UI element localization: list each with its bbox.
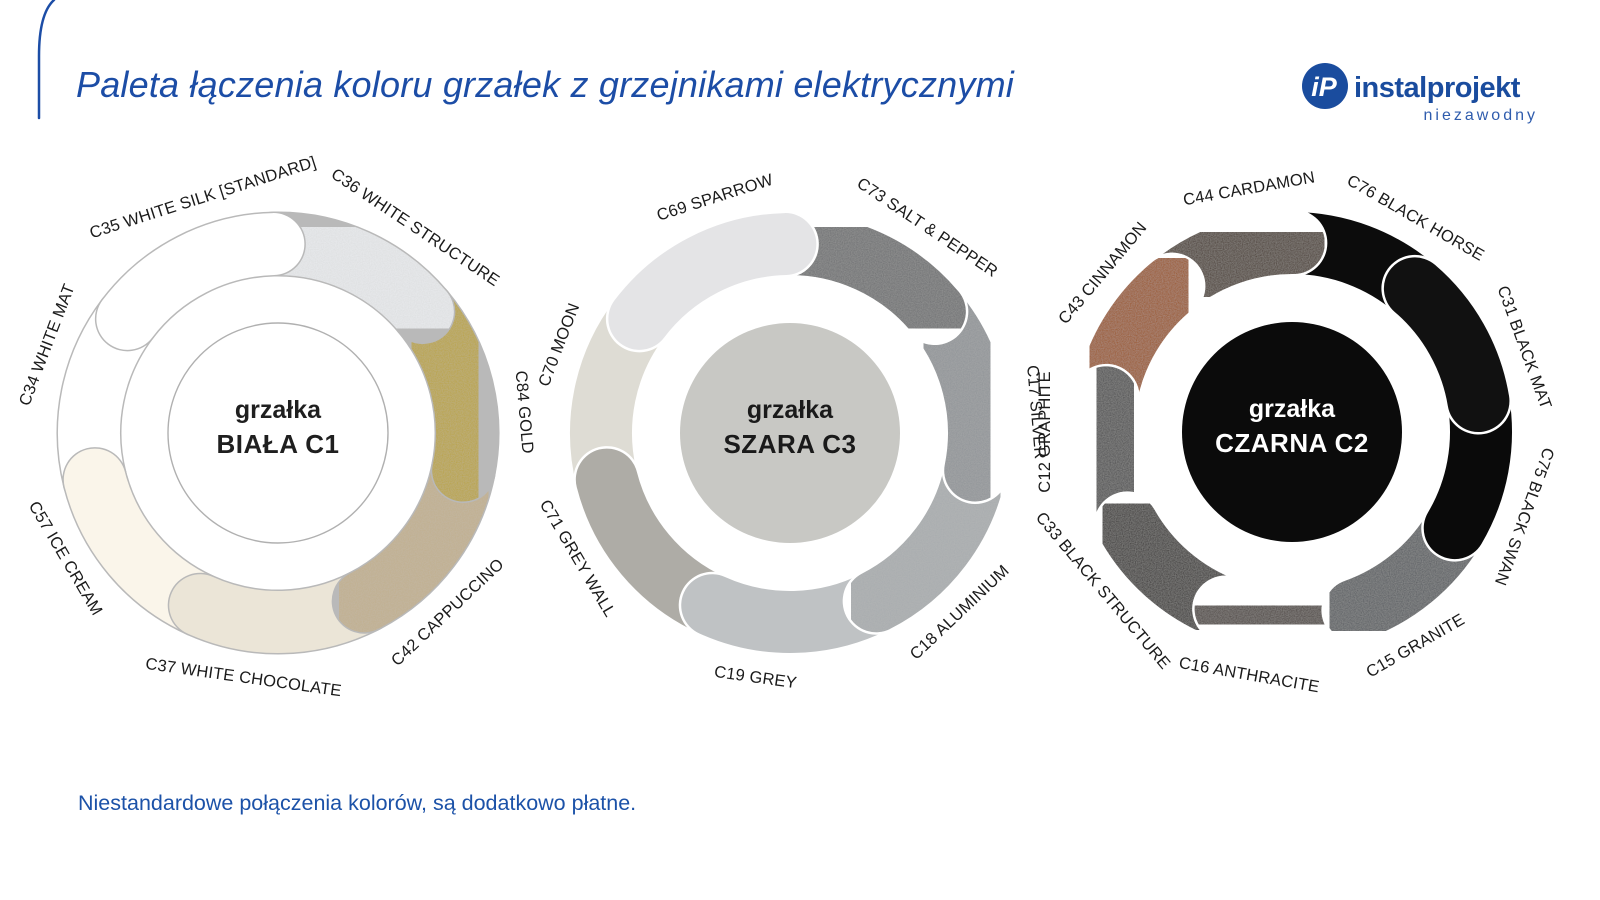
logo-name: instalprojekt	[1354, 72, 1521, 104]
center-label-line1-czarna-c2: grzałka	[1249, 395, 1336, 423]
corner-accent-curve	[37, 0, 56, 120]
page-title: Paleta łączenia koloru grzałek z grzejni…	[76, 64, 1014, 105]
segment-c69-sparrow	[608, 213, 817, 350]
palette-center-szara-c3	[680, 323, 900, 543]
segment-label-c37-white-chocolate: C37 WHITE CHOCOLATE	[144, 655, 342, 700]
center-label-line1-biala-c1: grzałka	[235, 396, 322, 424]
segment-label-c84-gold: C84 GOLD	[512, 370, 537, 454]
segment-label-c19-grey: C19 GREY	[713, 663, 798, 692]
center-label-line2-szara-c3: SZARA C3	[723, 429, 856, 459]
center-label-line2-czarna-c2: CZARNA C2	[1215, 428, 1369, 458]
segment-label-c12-graphite: C12 GRAPHITE	[1036, 371, 1054, 493]
segment-c35-white-silk-standard	[96, 213, 305, 350]
segment-label-c44-cardamon: C44 CARDAMON	[1182, 168, 1317, 209]
company-logo: iP instalprojekt niezawodny	[1302, 63, 1539, 124]
center-label-line1-szara-c3: grzałka	[747, 396, 834, 424]
segment-label-c16-anthracite: C16 ANTHRACITE	[1178, 654, 1321, 696]
palette-center-biala-c1	[167, 322, 389, 544]
logo-monogram: iP	[1311, 72, 1338, 102]
footer-note: Niestandardowe połączenia kolorów, są do…	[78, 791, 637, 815]
segment-c31-black-mat	[1383, 257, 1510, 432]
palette-center-czarna-c2	[1182, 322, 1402, 542]
center-label-line2-biala-c1: BIAŁA C1	[217, 429, 340, 459]
logo-tagline: niezawodny	[1424, 107, 1539, 124]
logo-circle-icon	[1302, 63, 1348, 109]
